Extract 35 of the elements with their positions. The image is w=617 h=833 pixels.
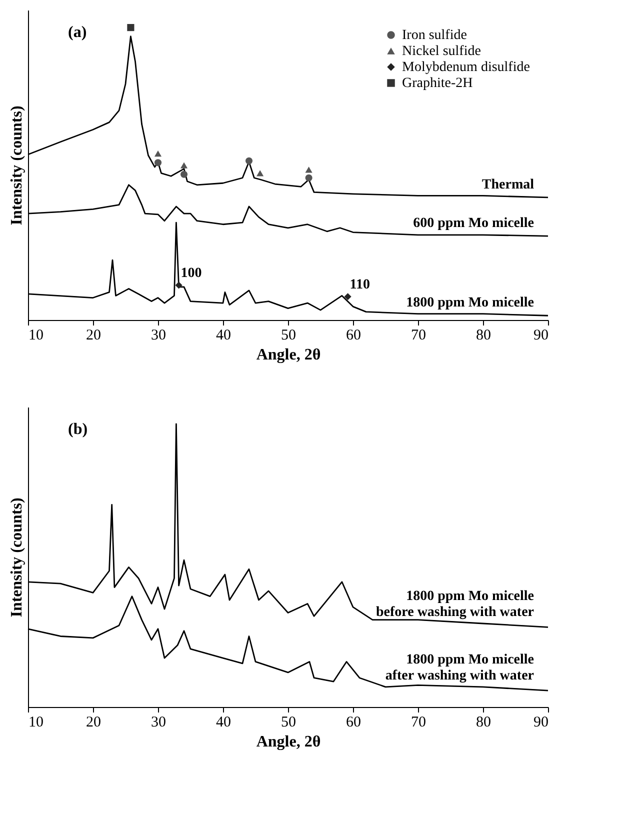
series-label: 1800 ppm Mo micelle before washing with water — [376, 589, 534, 620]
series-label: Thermal — [482, 177, 534, 192]
annotation: 100 — [180, 266, 202, 282]
legend-label: Molybdenum disulfide — [402, 60, 530, 75]
legend-label: Graphite-2H — [402, 76, 473, 91]
x-tick-label: 40 — [216, 714, 231, 730]
x-tick-label: 90 — [534, 714, 548, 730]
series-label: 1800 ppm Mo micelle after washing with water — [385, 652, 534, 684]
x-tick-label: 10 — [28, 714, 44, 730]
x-tick-label: 80 — [476, 714, 491, 730]
x-tick-label: 90 — [534, 328, 548, 344]
x-tick-label: 60 — [346, 714, 361, 730]
x-tick-label: 50 — [281, 328, 296, 344]
y-axis-title: Intensity (counts) — [8, 106, 26, 226]
x-axis-title: Angle, 2θ — [256, 346, 321, 364]
x-axis-title: Angle, 2θ — [256, 734, 321, 750]
x-tick-label: 50 — [281, 714, 296, 730]
x-tick-label: 60 — [346, 328, 361, 344]
legend-label: Nickel sulfide — [402, 44, 481, 59]
legend-label: Iron sulfide — [402, 28, 467, 43]
annotation: 110 — [350, 278, 370, 293]
x-tick-label: 70 — [411, 328, 426, 344]
series-label: 1800 ppm Mo micelle — [406, 296, 534, 311]
x-tick-label: 30 — [151, 328, 166, 344]
annotation: (b) — [68, 421, 88, 438]
x-tick-label: 30 — [151, 714, 166, 730]
y-axis-title: Intensity (counts) — [8, 498, 26, 618]
x-tick-label: 40 — [216, 328, 231, 344]
series-label: 600 ppm Mo micelle — [413, 216, 534, 232]
annotation: (a) — [68, 24, 87, 41]
x-tick-label: 20 — [86, 714, 101, 730]
x-tick-label: 10 — [28, 328, 44, 344]
x-tick-label: 80 — [476, 328, 491, 344]
x-tick-label: 20 — [86, 328, 101, 344]
x-tick-label: 70 — [411, 714, 426, 730]
